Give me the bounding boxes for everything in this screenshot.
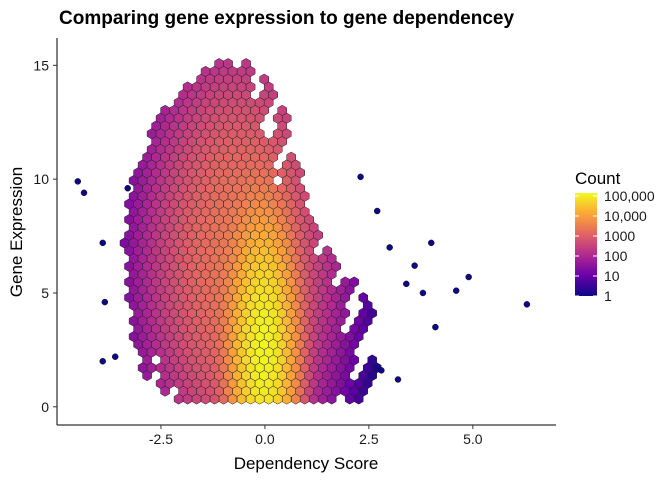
outlier-point [419,289,427,297]
y-tick-label: 5 [41,285,49,301]
hex-bin [241,58,251,70]
outlier-point [101,298,109,306]
outlier-point [74,178,82,185]
outlier-point [452,287,460,294]
hex-bin [349,276,359,288]
y-tick-label: 0 [41,399,49,415]
y-tick-label: 10 [33,171,49,187]
hex-bin [367,354,377,366]
legend: Count 100,000 10,000 1000 100 10 1 [575,169,655,304]
x-tick-label: -2.5 [149,431,173,447]
outlier-point [428,239,435,247]
hex-bin [286,151,296,163]
legend-label: 1000 [604,228,635,244]
legend-label: 1 [604,288,612,304]
outlier-point [403,280,410,288]
outlier-point [378,367,385,374]
outlier-point [111,353,119,360]
outlier-point [465,273,472,281]
hex-bin [160,104,170,116]
hex-bin [214,58,224,70]
y-tick-label: 15 [33,57,49,73]
legend-label: 10,000 [604,208,647,224]
outlier-point [124,184,131,192]
x-tick-label: 5.0 [463,431,483,447]
outlier-point [432,323,439,331]
y-axis-ticks: 0 5 10 15 [33,57,57,415]
hex-bin [182,81,193,93]
x-tick-label: 2.5 [359,431,379,447]
hex-bin [358,292,368,304]
hex-bin [340,276,350,288]
outlier-point [357,173,364,181]
legend-title: Count [575,169,621,188]
legend-ticks: 100,000 10,000 1000 100 10 1 [575,188,655,304]
hex-bin [259,73,269,85]
outlier-point [523,301,531,308]
outlier-point [411,262,418,269]
outlier-point [394,376,402,383]
outlier-point [386,244,393,251]
outlier-point [99,358,106,365]
hex-bin [223,58,233,70]
x-axis-label: Dependency Score [234,454,379,473]
legend-label: 100 [604,248,628,264]
chart-title: Comparing gene expression to gene depend… [59,8,514,29]
x-axis-ticks: -2.5 0.0 2.5 5.0 [149,425,483,447]
outlier-point [99,239,106,247]
legend-label: 10 [604,268,620,284]
y-axis-label: Gene Expression [7,167,26,297]
outlier-point [373,207,381,215]
hexbin-layer [119,58,382,405]
hex-bin [200,65,211,77]
hex-bin [277,104,287,116]
outlier-points [74,173,531,383]
legend-colorbar [575,193,597,296]
legend-label: 100,000 [604,188,655,204]
outlier-point [80,189,88,197]
hex-bin [322,245,332,257]
x-tick-label: 0.0 [255,431,275,447]
